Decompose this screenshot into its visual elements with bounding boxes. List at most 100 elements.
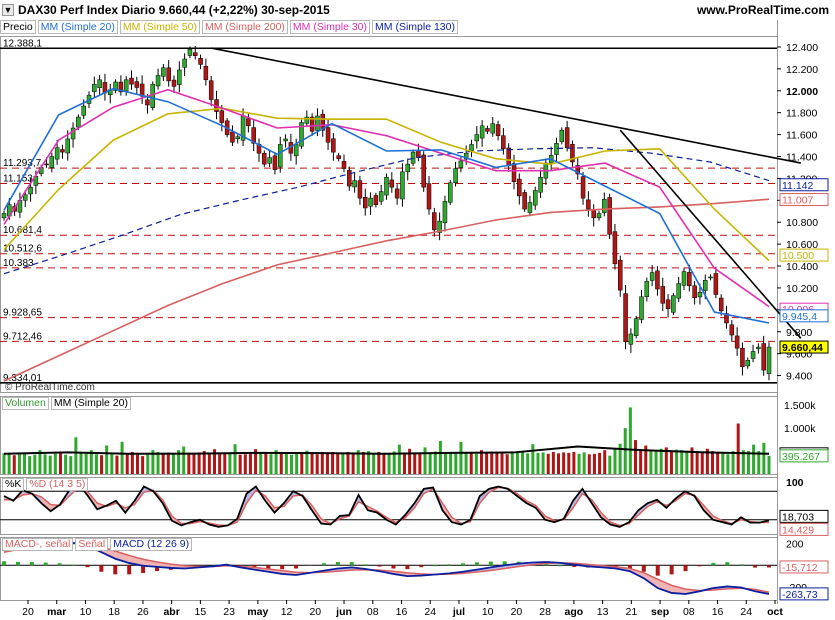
macd-legend-item-2[interactable]: MACD (12 26 9) xyxy=(110,538,193,551)
volume-legend-item-1[interactable]: MM (Simple 20) xyxy=(50,397,131,410)
candle-body xyxy=(134,81,140,88)
time-label-7: 23 xyxy=(223,606,235,618)
candle-body xyxy=(655,270,660,290)
volume-bar xyxy=(361,451,365,474)
volume-bar xyxy=(187,452,191,474)
macd-hist-bar xyxy=(502,561,507,566)
volume-bar xyxy=(423,447,427,474)
volume-bar xyxy=(33,454,37,474)
time-label-24: 16 xyxy=(712,606,724,618)
volume-bar xyxy=(28,456,32,474)
macd-hist-bar xyxy=(697,565,702,567)
volume-legend-item-0[interactable]: Volumen xyxy=(2,397,49,410)
volume-bar xyxy=(536,452,540,474)
volume-bar xyxy=(43,454,47,474)
candle-body xyxy=(150,83,155,108)
candle-body xyxy=(665,299,671,310)
panel-frame-2 xyxy=(0,477,778,535)
candle-body xyxy=(198,58,203,65)
volume-bar xyxy=(305,450,309,474)
price-tick-label: 11.800 xyxy=(786,108,817,120)
time-label-18: 28 xyxy=(539,606,551,618)
volume-bar xyxy=(438,440,442,474)
candle-body xyxy=(325,127,331,143)
legend-item-5[interactable]: MM (Simple 130) xyxy=(372,20,458,34)
candle-body xyxy=(92,83,97,92)
candle-body xyxy=(766,346,772,374)
candle-body xyxy=(293,144,299,157)
volume-bar xyxy=(254,449,258,474)
candle-body xyxy=(352,180,357,188)
price-tick-label: 12.200 xyxy=(786,64,818,76)
candle-body xyxy=(708,276,713,279)
candle-body xyxy=(405,163,410,173)
site-link[interactable]: www.ProRealTime.com xyxy=(696,3,829,17)
stoch-legend-item-0[interactable]: %K xyxy=(2,478,25,491)
candle-body xyxy=(649,272,655,281)
candle-body xyxy=(564,127,570,148)
macd-hist-bar xyxy=(266,565,271,569)
level-label-0: 12.388,1 xyxy=(3,38,42,49)
volume-bar xyxy=(767,455,771,474)
time-label-4: 26 xyxy=(137,606,149,618)
sma200-line xyxy=(3,198,770,382)
macd-legend-item-0[interactable]: MACD-, señal xyxy=(2,538,74,551)
volume-bar xyxy=(48,455,52,474)
macd-hist-bar xyxy=(280,565,285,570)
macd-hist-bar xyxy=(683,565,688,572)
candle-body xyxy=(219,110,225,123)
legend-item-1[interactable]: MM (Simple 20) xyxy=(37,20,118,34)
legend-item-4[interactable]: MM (Simple 30) xyxy=(289,20,371,34)
candle-body xyxy=(644,281,650,297)
candle-body xyxy=(570,143,575,163)
stoch-tag-bg xyxy=(779,522,829,536)
volume-bar xyxy=(598,452,602,474)
stoch-tag-1: 14,429 xyxy=(782,524,814,536)
collapse-icon[interactable]: ▼ xyxy=(2,4,14,16)
volume-tag-1: 395.267 xyxy=(782,451,820,463)
candle-body xyxy=(745,359,750,367)
price-tag-bg xyxy=(779,309,829,323)
macd-hist-bar xyxy=(433,565,438,567)
macd-tag-bg xyxy=(779,560,829,574)
candle-body xyxy=(416,150,421,158)
macd-hist-bar xyxy=(488,561,493,566)
candle-body xyxy=(208,80,214,100)
volume-bar xyxy=(12,455,16,474)
volume-bar xyxy=(207,454,211,474)
candle-body xyxy=(692,285,697,299)
legend-item-0[interactable]: Precio xyxy=(0,20,36,34)
stoch-legend-item-1[interactable]: %D (14 3 5) xyxy=(26,478,89,491)
candle-body xyxy=(230,131,235,143)
volume-bar xyxy=(495,453,499,474)
volume-bar xyxy=(135,454,139,474)
legend-item-2[interactable]: MM (Simple 50) xyxy=(119,20,200,34)
candle-body xyxy=(177,69,182,85)
price-tag-bg xyxy=(779,248,829,262)
candle-body xyxy=(527,202,533,213)
macd-legend-item-1[interactable]: Señal xyxy=(75,538,109,551)
volume-bar xyxy=(592,453,596,474)
level-label-7: 9.712,46 xyxy=(3,331,42,342)
legend-item-3[interactable]: MM (Simple 200) xyxy=(201,20,288,34)
volume-bar xyxy=(531,444,535,474)
volume-bar xyxy=(490,451,494,474)
volume-bar xyxy=(618,443,622,474)
volume-bar xyxy=(669,451,673,474)
volume-bar xyxy=(213,449,217,474)
volume-bar xyxy=(74,437,78,474)
candle-body xyxy=(495,124,501,136)
volume-bar xyxy=(551,451,555,474)
volume-bar xyxy=(428,452,432,474)
level-label-4: 10.512,6 xyxy=(3,244,42,255)
volume-legend: Volumen MM (Simple 20) xyxy=(2,397,133,410)
volume-bar xyxy=(310,452,314,474)
volume-bar xyxy=(402,452,406,474)
volume-bar xyxy=(223,452,227,474)
volume-bar xyxy=(711,451,715,474)
candle-body xyxy=(341,161,347,169)
time-label-14: 24 xyxy=(424,606,436,618)
candle-body xyxy=(368,197,373,207)
candle-body xyxy=(44,163,49,166)
